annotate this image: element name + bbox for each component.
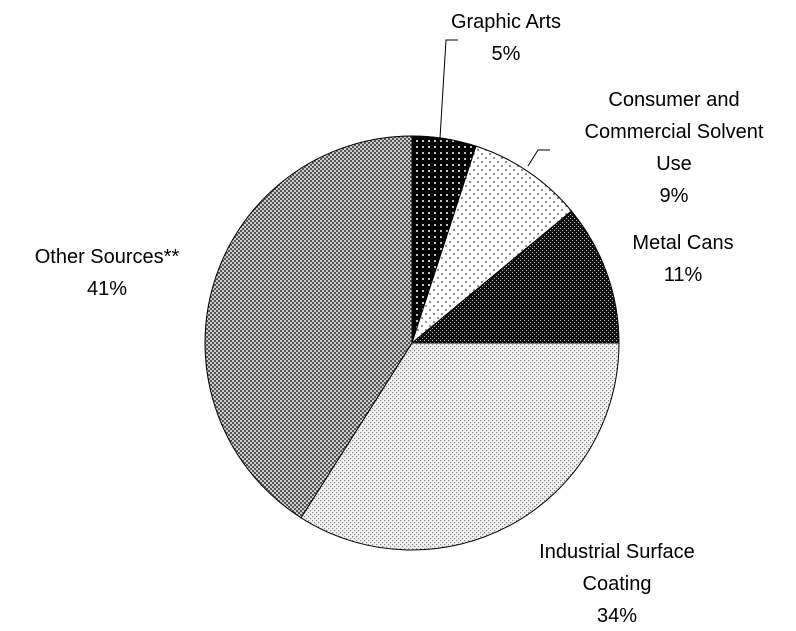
- pie-slice: [300, 342, 620, 551]
- slice-label: Other Sources** 41%: [0, 241, 217, 305]
- leader-line: [527, 149, 550, 167]
- slice-label: Consumer and Commercial Solvent Use 9%: [574, 84, 774, 212]
- value-label: 41%: [86, 278, 128, 300]
- slice-label: Graphic Arts 5%: [426, 6, 586, 70]
- slice-label: Metal Cans 11%: [608, 227, 758, 291]
- category-label: Metal Cans: [632, 232, 734, 254]
- category-label: Consumer and Commercial Solvent Use: [584, 89, 764, 175]
- pie-slice: [410, 210, 620, 344]
- category-label: Industrial Surface Coating: [539, 541, 695, 595]
- value-label: 5%: [491, 43, 521, 65]
- category-label: Graphic Arts: [450, 11, 562, 33]
- value-label: 9%: [659, 185, 689, 207]
- pie-slice: [204, 135, 413, 519]
- category-label: Other Sources**: [34, 246, 180, 268]
- value-label: 11%: [663, 264, 703, 286]
- pie-slice: [410, 145, 573, 345]
- value-label: 34%: [596, 605, 638, 627]
- slice-label: Industrial Surface Coating 34%: [527, 536, 707, 631]
- leader-line: [439, 39, 458, 139]
